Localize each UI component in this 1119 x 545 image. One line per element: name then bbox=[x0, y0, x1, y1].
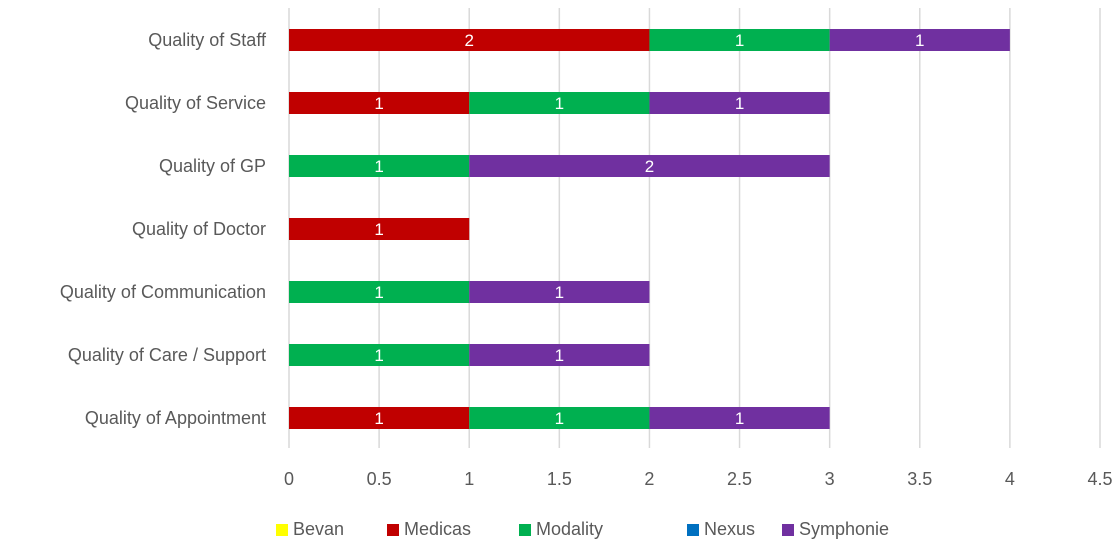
data-label: 1 bbox=[374, 409, 383, 428]
x-tick-label: 3 bbox=[825, 469, 835, 489]
category-label: Quality of Communication bbox=[60, 282, 266, 302]
data-label: 1 bbox=[735, 94, 744, 113]
data-label: 2 bbox=[464, 31, 473, 50]
bar-modality bbox=[469, 92, 650, 114]
legend-label: Modality bbox=[536, 519, 603, 539]
bar-symphonie bbox=[469, 344, 650, 366]
x-tick-label: 1.5 bbox=[547, 469, 572, 489]
legend-label: Bevan bbox=[293, 519, 344, 539]
data-label: 2 bbox=[645, 157, 654, 176]
bar-medicas bbox=[289, 29, 650, 51]
bar-medicas bbox=[289, 407, 470, 429]
data-label: 1 bbox=[374, 283, 383, 302]
x-tick-label: 4 bbox=[1005, 469, 1015, 489]
bar-symphonie bbox=[469, 281, 650, 303]
data-label: 1 bbox=[374, 94, 383, 113]
bar-medicas bbox=[289, 218, 470, 240]
legend-swatch-modality bbox=[519, 524, 531, 536]
category-label: Quality of Care / Support bbox=[68, 345, 266, 365]
legend-label: Medicas bbox=[404, 519, 471, 539]
x-axis-ticks: 0 0.5 1 1.5 2 2.5 3 3.5 4 4.5 bbox=[284, 469, 1113, 489]
category-label: Quality of GP bbox=[159, 156, 266, 176]
bar-symphonie bbox=[649, 407, 830, 429]
x-tick-label: 2.5 bbox=[727, 469, 752, 489]
legend-swatch-nexus bbox=[687, 524, 699, 536]
category-label: Quality of Service bbox=[125, 93, 266, 113]
category-label: Quality of Doctor bbox=[132, 219, 266, 239]
category-label: Quality of Staff bbox=[148, 30, 267, 50]
x-tick-label: 1 bbox=[464, 469, 474, 489]
legend-label: Symphonie bbox=[799, 519, 889, 539]
bar-symphonie bbox=[829, 29, 1010, 51]
bar-symphonie bbox=[469, 155, 830, 177]
bar-modality bbox=[289, 155, 470, 177]
data-label: 1 bbox=[915, 31, 924, 50]
x-tick-label: 0 bbox=[284, 469, 294, 489]
x-tick-label: 2 bbox=[644, 469, 654, 489]
legend-swatch-medicas bbox=[387, 524, 399, 536]
data-label: 1 bbox=[735, 409, 744, 428]
x-tick-label: 4.5 bbox=[1087, 469, 1112, 489]
data-label: 1 bbox=[555, 346, 564, 365]
data-label: 1 bbox=[555, 283, 564, 302]
data-label: 1 bbox=[555, 94, 564, 113]
data-label: 1 bbox=[374, 346, 383, 365]
data-label: 1 bbox=[735, 31, 744, 50]
bars: 2 1 1 1 1 1 1 2 1 1 1 1 1 1 1 1 bbox=[289, 29, 1010, 429]
bar-modality bbox=[289, 281, 470, 303]
legend: Bevan Medicas Modality Nexus Symphonie bbox=[276, 519, 889, 539]
category-labels: Quality of Staff Quality of Service Qualit… bbox=[60, 30, 267, 428]
data-label: 1 bbox=[374, 220, 383, 239]
legend-swatch-bevan bbox=[276, 524, 288, 536]
category-label: Quality of Appointment bbox=[85, 408, 266, 428]
data-label: 1 bbox=[555, 409, 564, 428]
bar-modality bbox=[289, 344, 470, 366]
gridlines bbox=[288, 8, 1101, 448]
bar-medicas bbox=[289, 92, 470, 114]
bar-modality bbox=[469, 407, 650, 429]
data-label: 1 bbox=[374, 157, 383, 176]
x-tick-label: 3.5 bbox=[907, 469, 932, 489]
bar-symphonie bbox=[649, 92, 830, 114]
legend-swatch-symphonie bbox=[782, 524, 794, 536]
legend-label: Nexus bbox=[704, 519, 755, 539]
x-tick-label: 0.5 bbox=[367, 469, 392, 489]
bar-modality bbox=[649, 29, 830, 51]
